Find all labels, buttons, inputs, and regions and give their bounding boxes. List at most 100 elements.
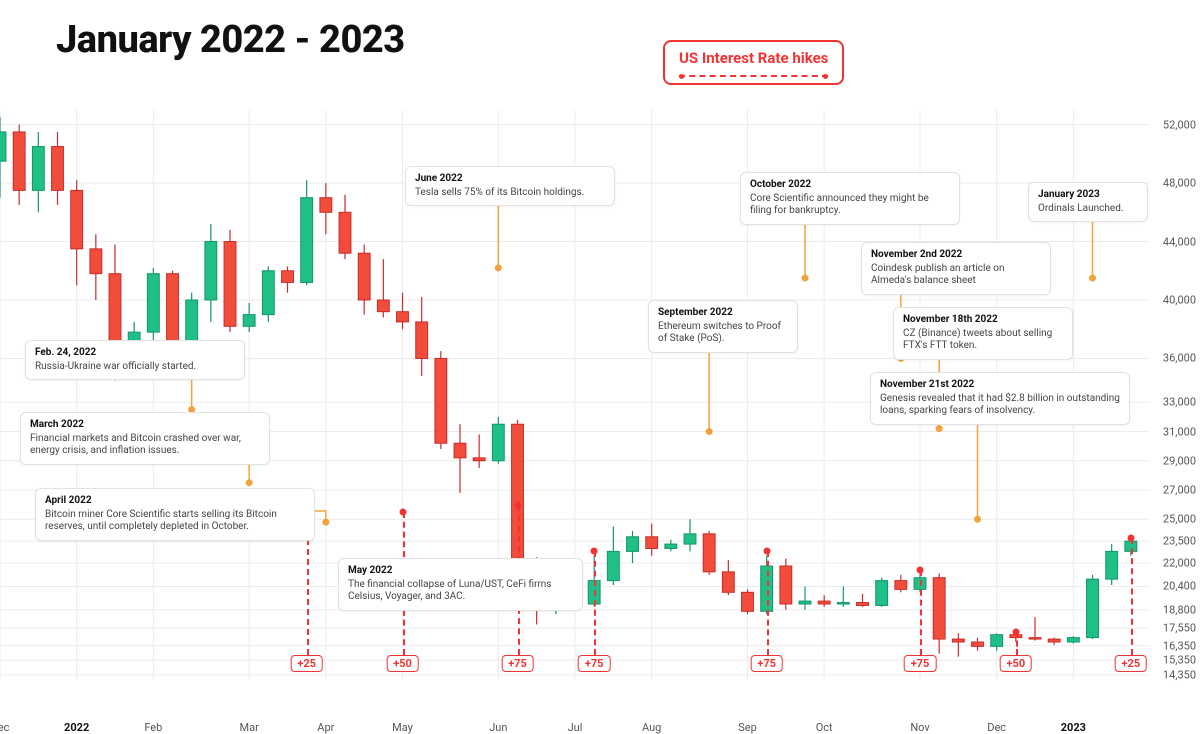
annotation-nov2: November 2nd 2022Coindesk publish an art… bbox=[861, 242, 1051, 295]
annotation-title: October 2022 bbox=[750, 179, 950, 192]
candle bbox=[1048, 638, 1060, 645]
rate-hike-tag: +75 bbox=[578, 655, 611, 672]
annotation-may22: May 2022The financial collapse of Luna/U… bbox=[338, 558, 583, 611]
y-tick-label: 29,000 bbox=[1163, 454, 1196, 467]
x-tick-label: Dec bbox=[987, 721, 1006, 734]
annotation-sep22: September 2022Ethereum switches to Proof… bbox=[648, 300, 798, 353]
legend-label: US Interest Rate hikes bbox=[679, 49, 828, 67]
rate-hike-tag: +25 bbox=[290, 655, 323, 672]
annotation-title: November 21st 2022 bbox=[880, 379, 1120, 392]
y-tick-label: 27,000 bbox=[1163, 484, 1196, 497]
y-tick-label: 44,000 bbox=[1163, 235, 1196, 248]
candle bbox=[52, 132, 64, 205]
candle bbox=[492, 417, 504, 464]
x-tick-label: May bbox=[392, 721, 413, 734]
annotation-title: April 2022 bbox=[45, 495, 305, 508]
rate-hike-tag: +50 bbox=[1000, 655, 1033, 672]
legend-swatch bbox=[679, 75, 828, 77]
annotation-body: Financial markets and Bitcoin crashed ov… bbox=[30, 433, 260, 458]
page: January 2022 - 2023 US Interest Rate hik… bbox=[0, 0, 1200, 720]
candle bbox=[799, 586, 811, 609]
candle bbox=[684, 519, 696, 551]
x-tick-label: Aug bbox=[642, 721, 661, 734]
annotation-oct22: October 2022Core Scientific announced th… bbox=[740, 172, 960, 225]
x-tick-label: Nov bbox=[910, 721, 929, 734]
annotation-title: May 2022 bbox=[348, 565, 573, 578]
x-tick-label: Oct bbox=[816, 721, 833, 734]
candle bbox=[933, 573, 945, 653]
y-tick-label: 22,000 bbox=[1163, 557, 1196, 570]
y-tick-label: 31,000 bbox=[1163, 425, 1196, 438]
annotation-body: The financial collapse of Luna/UST, CeFi… bbox=[348, 579, 573, 604]
candle bbox=[1029, 617, 1041, 640]
candle bbox=[416, 297, 428, 376]
candle bbox=[243, 303, 255, 332]
candle bbox=[167, 271, 179, 348]
candle bbox=[627, 531, 639, 563]
annotation-apr22: April 2022Bitcoin miner Core Scientific … bbox=[35, 488, 315, 541]
candle bbox=[224, 230, 236, 332]
plot-area: +25 +50 +75 +75 +75 +75 +50 +25 Feb. 24, 2022Rus… bbox=[0, 110, 1150, 680]
annotation-body: CZ (Binance) tweets about selling FTX's … bbox=[903, 328, 1063, 353]
candle bbox=[895, 575, 907, 593]
y-tick-label: 25,000 bbox=[1163, 513, 1196, 526]
y-tick-label: 20,400 bbox=[1163, 580, 1196, 593]
candle bbox=[1087, 575, 1099, 639]
candle bbox=[742, 589, 754, 614]
candle bbox=[282, 266, 294, 292]
rate-hike-tag: +25 bbox=[1115, 655, 1148, 672]
y-tick-label: 17,550 bbox=[1163, 622, 1196, 635]
chart-title: January 2022 - 2023 bbox=[56, 18, 405, 62]
annotation-title: Feb. 24, 2022 bbox=[35, 347, 235, 360]
x-axis: Dec2022FebMarAprMayJunJulAugSepOctNovDec… bbox=[0, 698, 1150, 720]
rate-hike-tag: +75 bbox=[501, 655, 534, 672]
candle bbox=[876, 578, 888, 607]
candle bbox=[435, 351, 447, 449]
candle bbox=[1067, 636, 1079, 643]
candle bbox=[473, 434, 485, 468]
y-tick-label: 18,800 bbox=[1163, 603, 1196, 616]
annotation-title: June 2022 bbox=[415, 173, 605, 186]
candle bbox=[837, 586, 849, 606]
annotation-mar22: March 2022Financial markets and Bitcoin … bbox=[20, 412, 270, 465]
candle bbox=[722, 560, 734, 595]
chart-container: +25 +50 +75 +75 +75 +75 +50 +25 Feb. 24, 2022Rus… bbox=[0, 110, 1200, 720]
annotation-body: Coindesk publish an article on Almeda's … bbox=[871, 263, 1041, 288]
y-tick-label: 15,350 bbox=[1163, 654, 1196, 667]
candle bbox=[0, 117, 6, 197]
y-tick-label: 52,000 bbox=[1163, 118, 1196, 131]
rate-hike-tag: +50 bbox=[386, 655, 419, 672]
candle bbox=[972, 638, 984, 651]
candle bbox=[703, 531, 715, 575]
annotation-title: January 2023 bbox=[1038, 189, 1138, 202]
x-tick-label: Dec bbox=[0, 721, 9, 734]
annotation-body: Genesis revealed that it had $2.8 billio… bbox=[880, 393, 1120, 418]
x-tick-label: Feb bbox=[144, 721, 162, 734]
y-tick-label: 36,000 bbox=[1163, 352, 1196, 365]
x-tick-label: Mar bbox=[239, 721, 258, 734]
rate-hike-tag: +75 bbox=[904, 655, 937, 672]
candle bbox=[32, 132, 44, 212]
annotation-body: Core Scientific announced they might be … bbox=[750, 193, 950, 218]
x-tick-label: Sep bbox=[738, 721, 757, 734]
annotation-title: March 2022 bbox=[30, 419, 260, 432]
annotation-jan23: January 2023Ordinals Launched. bbox=[1028, 182, 1148, 222]
candle bbox=[205, 224, 217, 322]
candle bbox=[454, 424, 466, 493]
y-tick-label: 23,500 bbox=[1163, 535, 1196, 548]
candle bbox=[857, 594, 869, 607]
legend-rate-hikes: US Interest Rate hikes bbox=[663, 40, 844, 85]
candle bbox=[339, 195, 351, 259]
rate-hike-marker bbox=[300, 110, 314, 680]
candle bbox=[1106, 544, 1118, 585]
annotation-body: Russia-Ukraine war officially started. bbox=[35, 361, 235, 374]
rate-hike-tag: +75 bbox=[750, 655, 783, 672]
y-tick-label: 14,350 bbox=[1163, 668, 1196, 681]
annotation-jun22: June 2022Tesla sells 75% of its Bitcoin … bbox=[405, 166, 615, 206]
annotation-nov21: November 21st 2022Genesis revealed that … bbox=[870, 372, 1130, 425]
candle bbox=[991, 633, 1003, 651]
candle bbox=[13, 125, 25, 205]
annotation-title: November 18th 2022 bbox=[903, 314, 1063, 327]
candle bbox=[646, 524, 658, 556]
y-tick-label: 48,000 bbox=[1163, 177, 1196, 190]
